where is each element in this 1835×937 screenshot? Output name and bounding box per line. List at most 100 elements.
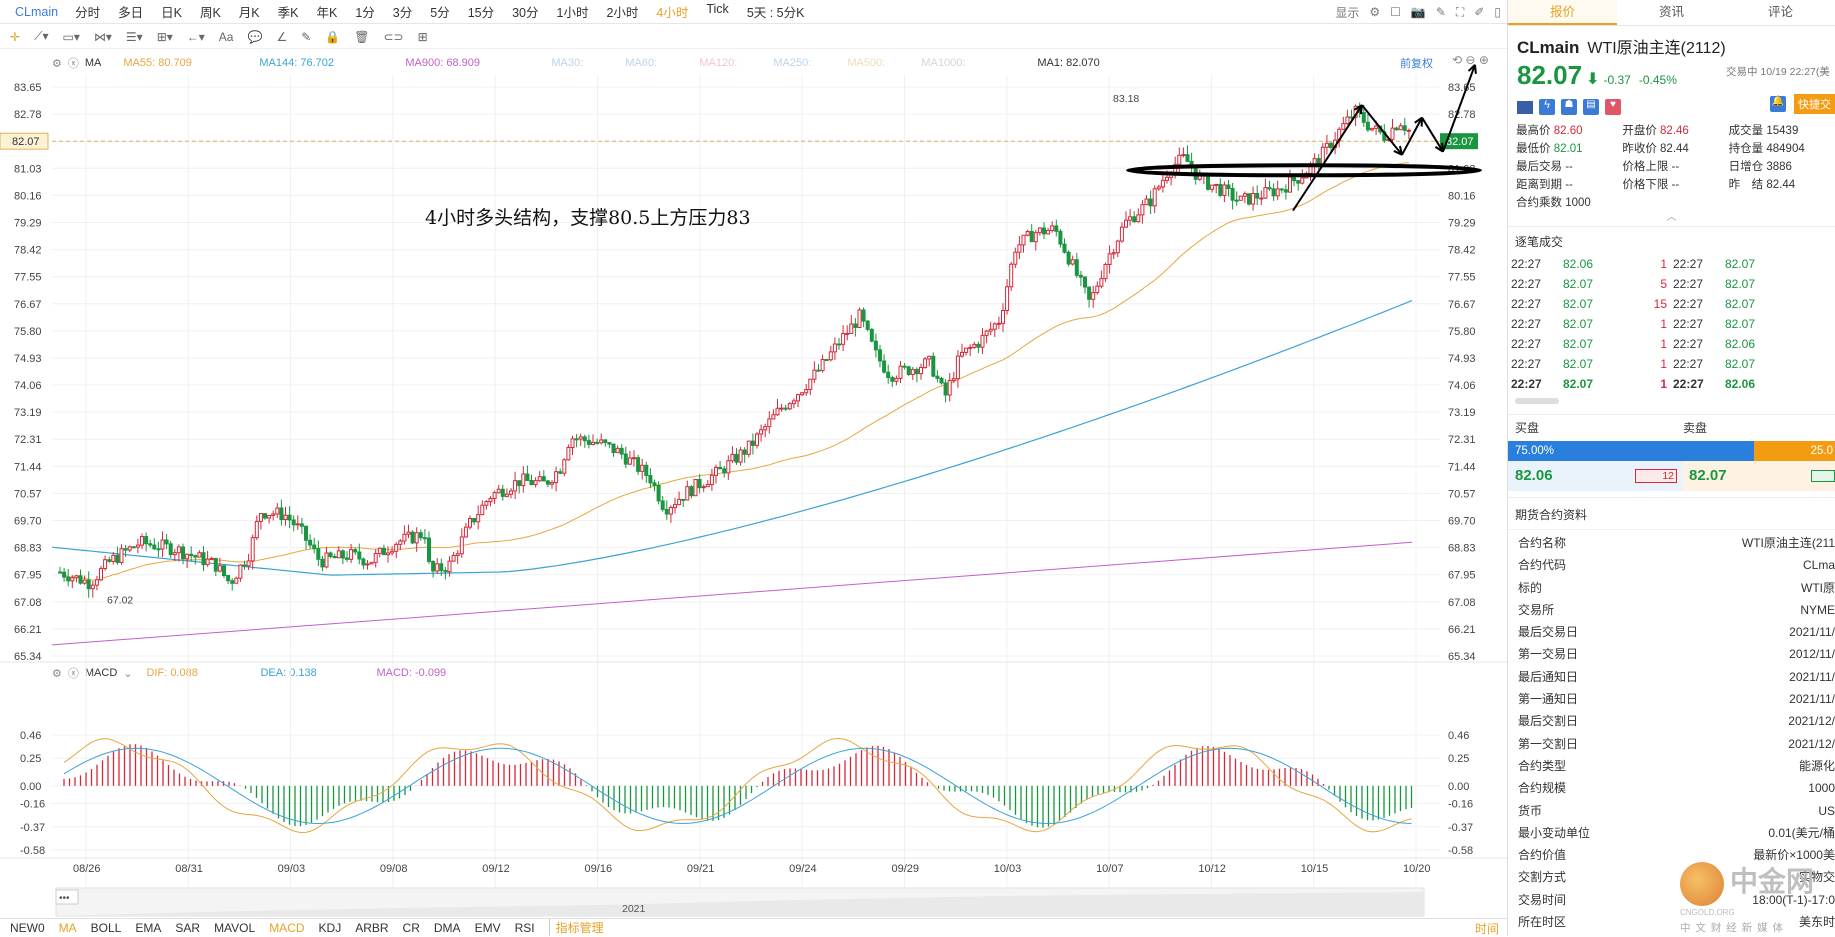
timeframe-12[interactable]: 1小时 [556, 6, 589, 20]
indicator-sar[interactable]: SAR [175, 920, 201, 935]
timeframe-7[interactable]: 1分 [355, 6, 375, 20]
candle-body [1091, 292, 1096, 300]
close-icon[interactable]: ⓧ [67, 58, 79, 70]
price-tick-label: 80.16 [1448, 190, 1476, 202]
panel-toggle-icon[interactable]: ▯ [1494, 5, 1501, 19]
tick-row: 22:27 82.07 1 22:27 82.07 [1508, 354, 1835, 374]
lock-tool-icon[interactable]: 🔒 [325, 29, 341, 44]
indicator-rsi[interactable]: RSI [514, 920, 535, 935]
macd-name[interactable]: MACD [84, 667, 118, 679]
camera-icon[interactable]: 📷 [1410, 5, 1426, 19]
edit-icon[interactable]: ✎ [1435, 5, 1446, 19]
trash-tool-icon[interactable]: 🗑 [354, 29, 370, 44]
indicator-cr[interactable]: CR [402, 920, 420, 935]
adjust-button[interactable]: 前复权 [1400, 58, 1433, 70]
news-icon[interactable]: ▤ [1583, 99, 1599, 115]
collapse-icon[interactable]: ︿ [1666, 212, 1677, 223]
price-tick-label: 71.44 [1448, 461, 1476, 473]
fib-tool-icon[interactable]: ☰▾ [125, 29, 143, 44]
magnet-tool-icon[interactable]: ⊞ [417, 29, 428, 44]
timeframe-10[interactable]: 15分 [467, 6, 495, 20]
timeframe-6[interactable]: 年K [316, 6, 338, 20]
symbol-label[interactable]: CLmain [15, 4, 59, 19]
link-tool-icon[interactable]: ⊂⊃ [383, 29, 404, 44]
gear-icon[interactable]: ⚙ [52, 667, 62, 680]
ma-name[interactable]: MA [84, 57, 102, 69]
indicator-emv[interactable]: EMV [474, 920, 501, 935]
comment-tool-icon[interactable]: 💬 [247, 29, 263, 44]
timeframe-1[interactable]: 多日 [118, 6, 144, 20]
candle-body [545, 480, 550, 485]
macd-tick-label: 0.00 [20, 781, 41, 793]
zoom-in-icon[interactable]: ⊕ [1478, 53, 1489, 67]
reset-icon[interactable]: ⟲ [1452, 53, 1463, 67]
settings-icon[interactable]: ⚙ [1369, 5, 1381, 19]
tick-cell: 82.06 [1563, 257, 1594, 271]
text-tool-icon[interactable]: Aa [218, 29, 234, 44]
timeframe-16[interactable]: 5天 : 5分K [746, 6, 805, 20]
timeframe-8[interactable]: 3分 [392, 6, 413, 20]
heart-icon[interactable]: ♥ [1605, 99, 1621, 115]
indicator-arbr[interactable]: ARBR [355, 920, 389, 935]
tick-scrollbar[interactable] [1515, 398, 1559, 404]
tick-row: 22:27 82.07 15 22:27 82.07 [1508, 294, 1835, 314]
spec-row: 合约类型 能源化 [1508, 755, 1835, 777]
tab-comments[interactable]: 评论 [1767, 5, 1793, 19]
tick-cell: 82.07 [1725, 257, 1756, 271]
candle-body [972, 343, 977, 348]
time-button[interactable]: 时间 [1475, 922, 1500, 936]
pen-icon[interactable]: ✐ [1474, 5, 1485, 19]
indicator-dma[interactable]: DMA [433, 920, 461, 935]
tick-cell: 22:27 [1673, 377, 1704, 391]
arrow-tool-icon[interactable]: ←▾ [186, 29, 205, 44]
timeframe-2[interactable]: 日K [161, 6, 182, 20]
spec-value: 2012/11/ [1789, 647, 1835, 662]
indicator-ma[interactable]: MA [58, 920, 77, 935]
checkbox-icon[interactable]: ☐ [1390, 5, 1401, 19]
candle-body [869, 328, 874, 342]
crosshair-tool-icon[interactable]: ✛ [10, 29, 21, 44]
indicator-ema[interactable]: EMA [135, 920, 162, 935]
indicator-new0[interactable]: NEW0 [10, 920, 45, 935]
indicator-kdj[interactable]: KDJ [318, 920, 342, 935]
chevron-down-icon[interactable]: ⌄ [123, 667, 133, 680]
timeframe-5[interactable]: 季K [277, 6, 299, 20]
bell-icon[interactable]: 🔔 [1770, 96, 1786, 112]
rect-tool-icon[interactable]: ▭▾ [62, 29, 80, 44]
gear-icon[interactable]: ⚙ [52, 57, 62, 70]
spec-value: CLma [1802, 558, 1835, 573]
trendline-tool-icon[interactable]: ⟋▾ [34, 29, 49, 43]
timeframe-14[interactable]: 4小时 [656, 6, 689, 20]
zoom-out-icon[interactable]: ⊖ [1465, 53, 1476, 67]
indicator-指标管理[interactable]: 指标管理 [548, 919, 618, 936]
tab-news[interactable]: 资讯 [1658, 5, 1684, 19]
indicator-mavol[interactable]: MAVOL [214, 920, 256, 935]
indicator-macd[interactable]: MACD [269, 920, 305, 935]
price-chart[interactable]: 83.6582.7881.9081.0380.1679.2978.4277.55… [0, 50, 1507, 918]
price-tick-label: 76.67 [14, 299, 42, 311]
ruler-tool-icon[interactable]: ∠ [276, 29, 288, 44]
tab-quote[interactable]: 报价 [1508, 0, 1617, 25]
timeframe-11[interactable]: 30分 [512, 6, 539, 20]
close-icon[interactable]: ⓧ [67, 668, 79, 680]
pattern-tool-icon[interactable]: ⋈▾ [93, 29, 112, 44]
display-menu[interactable]: 显示 [1335, 5, 1360, 20]
timeframe-13[interactable]: 2小时 [606, 6, 639, 20]
timeframe-15[interactable]: Tick [706, 2, 729, 16]
indicator-boll[interactable]: BOLL [90, 920, 122, 935]
gann-tool-icon[interactable]: ⊞▾ [156, 29, 173, 44]
candle-body [841, 333, 846, 345]
user-icon[interactable]: ☗ [1561, 99, 1577, 115]
candle-body [107, 559, 112, 562]
timeframe-4[interactable]: 月K [238, 6, 260, 20]
quick-trade-button[interactable]: 快捷交 [1794, 94, 1835, 114]
brush-tool-icon[interactable]: ✎ [301, 29, 312, 44]
candle-body [340, 550, 345, 559]
tick-cell: 82.07 [1563, 357, 1594, 371]
lightning-icon[interactable]: ϟ [1539, 99, 1555, 115]
timeframe-0[interactable]: 分时 [75, 6, 101, 20]
fullscreen-icon[interactable]: ⛶ [1455, 4, 1465, 19]
timeframe-9[interactable]: 5分 [430, 6, 450, 20]
drawing-toolbar: ✛ ⟋▾ ▭▾ ⋈▾ ☰▾ ⊞▾ ←▾ Aa 💬 ∠ ✎ 🔒 🗑 ⊂⊃ ⊞ [0, 25, 1507, 49]
timeframe-3[interactable]: 周K [199, 6, 221, 20]
